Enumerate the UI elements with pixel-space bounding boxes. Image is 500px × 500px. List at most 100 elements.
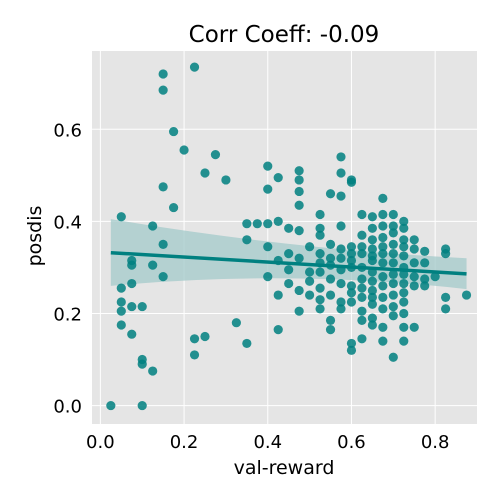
data-point	[420, 246, 430, 256]
data-point	[367, 299, 377, 309]
data-point	[378, 322, 388, 332]
data-point	[346, 345, 357, 355]
data-point	[388, 239, 398, 250]
data-point	[263, 184, 273, 194]
data-point	[357, 315, 367, 325]
data-point	[294, 200, 304, 210]
data-point	[346, 255, 357, 266]
data-point	[388, 221, 398, 231]
data-point	[399, 235, 409, 245]
y-tick-label: 0.2	[53, 304, 82, 325]
data-point	[200, 331, 210, 342]
data-point	[367, 244, 377, 254]
data-point	[388, 301, 398, 312]
data-point	[242, 235, 252, 245]
data-point	[367, 223, 377, 233]
data-point	[148, 260, 158, 270]
x-tick-label: 0.4	[253, 432, 282, 453]
y-tick-label: 0.6	[53, 120, 82, 141]
data-point	[263, 272, 273, 282]
data-point	[325, 189, 336, 199]
data-point	[273, 290, 283, 300]
data-point	[399, 336, 409, 346]
data-point	[378, 272, 388, 282]
data-point	[169, 202, 179, 213]
data-point	[378, 281, 388, 291]
data-point	[399, 216, 409, 226]
data-point	[169, 126, 179, 137]
data-point	[399, 251, 409, 261]
data-point	[315, 249, 325, 259]
data-point	[263, 242, 273, 252]
data-point	[294, 175, 304, 185]
data-point	[346, 249, 357, 259]
data-point	[367, 235, 377, 245]
data-points	[106, 62, 472, 411]
data-point	[378, 221, 388, 231]
data-point	[252, 219, 262, 229]
data-point	[357, 334, 367, 344]
data-point	[357, 242, 367, 252]
data-point	[388, 209, 398, 220]
data-point	[378, 249, 388, 259]
data-point	[294, 306, 304, 316]
data-point	[367, 320, 377, 330]
data-point	[388, 228, 398, 238]
data-point	[346, 297, 357, 307]
data-point	[388, 352, 398, 362]
chart-title: Corr Coeff: -0.09	[189, 22, 380, 48]
data-point	[336, 244, 346, 254]
data-point	[367, 255, 377, 266]
data-point	[346, 288, 357, 298]
data-point	[137, 400, 147, 411]
data-point	[294, 186, 304, 197]
data-point	[399, 269, 409, 279]
data-point	[388, 311, 398, 321]
data-point	[263, 219, 273, 229]
data-point	[399, 288, 409, 298]
data-point	[409, 258, 419, 268]
data-point	[357, 283, 367, 293]
data-point	[346, 242, 357, 252]
data-point	[148, 366, 158, 376]
data-point	[378, 193, 388, 203]
data-point	[399, 308, 409, 319]
data-point	[158, 182, 168, 192]
data-point	[189, 334, 200, 344]
data-point	[127, 260, 137, 270]
data-point	[388, 269, 398, 279]
y-tick-label: 0.4	[53, 212, 82, 233]
data-point	[346, 338, 357, 349]
data-point	[305, 290, 315, 300]
data-point	[388, 258, 398, 268]
data-point	[189, 350, 200, 360]
data-point	[127, 301, 137, 312]
data-point	[336, 253, 346, 263]
data-point	[315, 283, 325, 293]
data-point	[336, 168, 346, 178]
data-point	[106, 400, 116, 411]
data-point	[273, 173, 283, 183]
data-point	[336, 221, 346, 231]
data-point	[378, 258, 388, 268]
data-point	[367, 292, 377, 302]
data-point	[116, 306, 126, 316]
data-point	[388, 249, 398, 259]
data-point	[357, 249, 367, 259]
data-point	[357, 306, 367, 316]
data-point	[137, 301, 147, 312]
data-point	[263, 161, 273, 171]
data-point	[325, 253, 336, 263]
regression-line-group	[110, 250, 467, 276]
data-point	[399, 242, 409, 252]
data-point	[325, 324, 336, 335]
data-point	[242, 338, 252, 349]
data-point	[420, 274, 430, 284]
data-point	[336, 304, 346, 314]
data-point	[357, 274, 367, 284]
data-point	[441, 304, 451, 314]
data-point	[284, 223, 294, 233]
data-point	[305, 267, 315, 277]
data-point	[367, 212, 377, 222]
data-point	[346, 177, 357, 187]
